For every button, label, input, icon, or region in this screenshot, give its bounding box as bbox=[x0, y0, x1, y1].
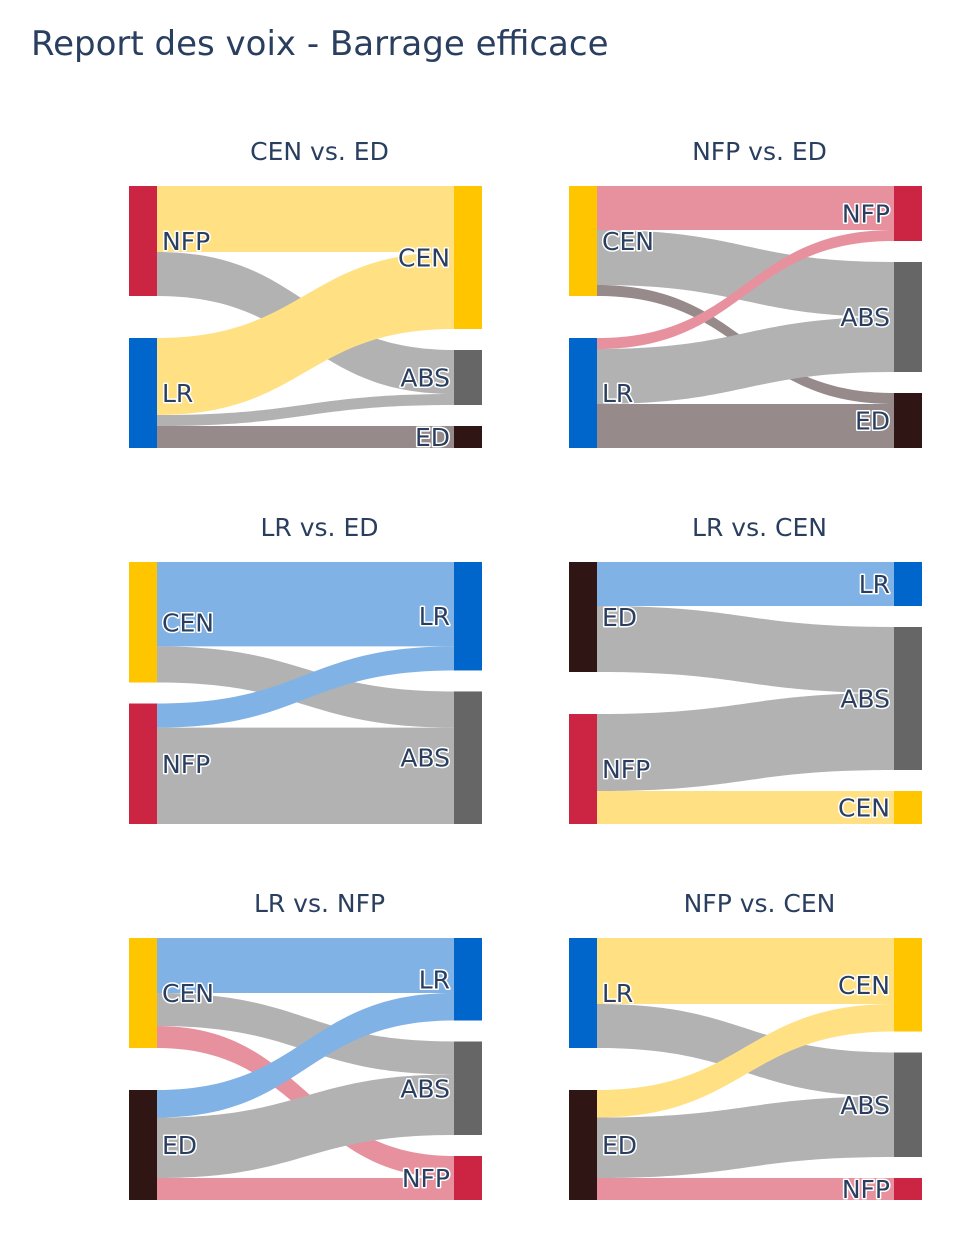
source-node-lr bbox=[569, 938, 597, 1048]
target-node-abs bbox=[894, 627, 922, 770]
source-node-nfp bbox=[129, 186, 157, 296]
target-label-ed: ED bbox=[415, 423, 450, 452]
link-ed-to-abs bbox=[597, 1096, 894, 1178]
target-label-nfp: NFP bbox=[402, 1164, 450, 1193]
link-lr-to-nfp bbox=[597, 230, 894, 349]
link-nfp-to-cen bbox=[157, 186, 454, 252]
target-label-lr: LR bbox=[419, 965, 450, 994]
target-node-cen bbox=[894, 938, 922, 1032]
source-node-ed bbox=[569, 562, 597, 672]
link-nfp-to-abs bbox=[597, 693, 894, 791]
target-node-abs bbox=[894, 262, 922, 372]
source-label-nfp: NFP bbox=[602, 755, 650, 784]
source-node-lr bbox=[569, 338, 597, 448]
source-node-cen bbox=[569, 186, 597, 296]
link-lr-to-ed bbox=[597, 404, 894, 448]
source-node-ed bbox=[569, 1090, 597, 1200]
link-ed-to-nfp bbox=[597, 1178, 894, 1200]
source-node-cen bbox=[129, 562, 157, 683]
link-cen-to-lr bbox=[157, 938, 454, 993]
source-node-cen bbox=[129, 938, 157, 1048]
target-node-abs bbox=[454, 1041, 482, 1135]
panel-title: NFP vs. CEN bbox=[684, 889, 836, 918]
sankey-panel-lr-vs-nfp: LR vs. NFP CEN ED LR ABS NFP bbox=[129, 889, 482, 1200]
main-title: Report des voix - Barrage efficace bbox=[31, 24, 609, 64]
target-node-lr bbox=[894, 562, 922, 606]
link-ed-to-abs bbox=[597, 606, 894, 693]
target-label-abs: ABS bbox=[400, 364, 450, 393]
link-nfp-to-cen bbox=[597, 791, 894, 824]
source-label-ed: ED bbox=[602, 1131, 637, 1160]
target-node-nfp bbox=[454, 1156, 482, 1200]
link-ed-to-cen bbox=[597, 1004, 894, 1118]
link-ed-to-abs bbox=[157, 1074, 454, 1178]
source-label-lr: LR bbox=[602, 379, 633, 408]
source-label-cen: CEN bbox=[162, 979, 214, 1008]
panel-title: CEN vs. ED bbox=[250, 137, 389, 166]
sankey-panel-lr-vs-cen: LR vs. CEN ED NFP LR ABS CEN bbox=[569, 513, 922, 824]
source-label-ed: ED bbox=[602, 603, 637, 632]
target-node-abs bbox=[454, 350, 482, 405]
link-ed-to-lr bbox=[157, 993, 454, 1118]
panel-title: LR vs. ED bbox=[260, 513, 378, 542]
source-node-ed bbox=[129, 1090, 157, 1200]
link-lr-to-cen bbox=[157, 252, 454, 415]
source-label-cen: CEN bbox=[602, 227, 654, 256]
target-node-nfp bbox=[894, 1178, 922, 1200]
link-cen-to-abs bbox=[157, 993, 454, 1075]
target-label-abs: ABS bbox=[840, 1091, 890, 1120]
link-ed-to-lr bbox=[597, 562, 894, 606]
sankey-panel-cen-vs-ed: CEN vs. ED NFP LR CEN ABS ED bbox=[129, 137, 482, 454]
target-node-ed bbox=[894, 393, 922, 448]
target-node-cen bbox=[454, 186, 482, 329]
sankey-panel-nfp-vs-ed: NFP vs. ED CEN LR NFP ABS ED bbox=[569, 137, 922, 448]
sankey-panel-lr-vs-ed: LR vs. ED CEN NFP LR ABS bbox=[129, 513, 482, 824]
target-label-cen: CEN bbox=[838, 971, 890, 1000]
target-node-nfp bbox=[894, 186, 922, 241]
link-lr-to-abs bbox=[597, 317, 894, 404]
target-label-ed: ED bbox=[855, 407, 890, 436]
target-node-ed bbox=[454, 426, 482, 448]
target-label-nfp: NFP bbox=[842, 1175, 890, 1204]
source-label-nfp: NFP bbox=[162, 227, 210, 256]
link-lr-to-ed bbox=[157, 426, 454, 448]
panel-title: LR vs. NFP bbox=[254, 889, 385, 918]
source-node-nfp bbox=[129, 703, 157, 824]
target-label-abs: ABS bbox=[840, 685, 890, 714]
target-label-lr: LR bbox=[419, 602, 450, 631]
source-label-nfp: NFP bbox=[162, 750, 210, 779]
link-cen-to-abs bbox=[597, 230, 894, 317]
target-node-cen bbox=[894, 791, 922, 824]
link-lr-to-abs bbox=[157, 394, 454, 426]
source-node-nfp bbox=[569, 714, 597, 824]
target-label-cen: CEN bbox=[398, 244, 450, 273]
target-label-abs: ABS bbox=[400, 1074, 450, 1103]
target-label-abs: ABS bbox=[400, 744, 450, 773]
target-node-abs bbox=[894, 1052, 922, 1157]
target-label-abs: ABS bbox=[840, 303, 890, 332]
target-node-lr bbox=[454, 938, 482, 1021]
link-lr-to-cen bbox=[597, 938, 894, 1004]
target-label-cen: CEN bbox=[838, 794, 890, 823]
target-node-abs bbox=[454, 691, 482, 824]
link-ed-to-nfp bbox=[157, 1178, 454, 1200]
source-node-lr bbox=[129, 338, 157, 448]
target-label-lr: LR bbox=[859, 570, 890, 599]
panel-title: LR vs. CEN bbox=[692, 513, 827, 542]
source-label-lr: LR bbox=[602, 979, 633, 1008]
target-label-nfp: NFP bbox=[842, 200, 890, 229]
panel-title: NFP vs. ED bbox=[692, 137, 827, 166]
link-nfp-to-abs bbox=[157, 727, 454, 824]
link-cen-to-nfp bbox=[597, 186, 894, 230]
source-label-lr: LR bbox=[162, 379, 193, 408]
link-nfp-to-lr bbox=[157, 646, 454, 728]
target-node-lr bbox=[454, 562, 482, 671]
source-label-cen: CEN bbox=[162, 608, 214, 637]
link-cen-to-lr bbox=[157, 562, 454, 647]
source-label-ed: ED bbox=[162, 1131, 197, 1160]
sankey-panel-nfp-vs-cen: NFP vs. CEN LR ED CEN ABS NFP bbox=[569, 889, 922, 1206]
